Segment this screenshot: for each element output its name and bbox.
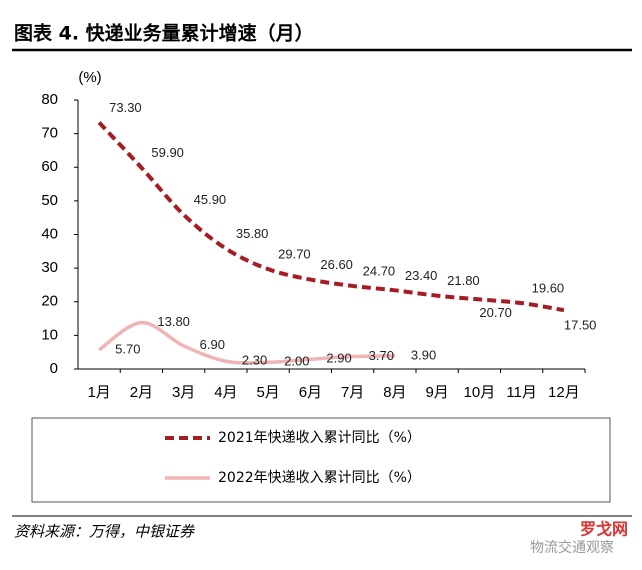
y-axis-label: (%) — [78, 69, 101, 86]
x-tick-label: 4月 — [214, 384, 237, 401]
value-label: 3.70 — [369, 348, 394, 363]
watermark: 物流交通观察 — [530, 539, 614, 556]
value-label: 17.50 — [564, 318, 597, 333]
value-label: 3.90 — [411, 347, 436, 362]
x-tick-label: 6月 — [299, 384, 322, 401]
y-tick-label: 60 — [41, 158, 58, 175]
value-label: 26.60 — [320, 257, 353, 272]
x-tick-label: 9月 — [425, 384, 448, 401]
x-tick-label: 1月 — [87, 384, 110, 401]
value-label: 24.70 — [363, 263, 396, 278]
value-label: 2.90 — [326, 351, 351, 366]
x-tick-label: 3月 — [172, 384, 195, 401]
y-tick-label: 80 — [41, 91, 58, 108]
x-tick-label: 11月 — [506, 384, 537, 401]
series-line — [98, 320, 395, 365]
y-tick-label: 0 — [50, 360, 58, 377]
x-tick-label: 2月 — [130, 384, 153, 401]
y-tick-label: 30 — [41, 259, 58, 276]
y-tick-label: 40 — [41, 225, 58, 242]
y-tick-label: 20 — [41, 293, 58, 310]
value-label: 13.80 — [157, 314, 190, 329]
x-tick-label: 8月 — [383, 384, 406, 401]
watermark: 罗戈网 — [580, 520, 628, 539]
value-label: 2.00 — [284, 354, 309, 369]
value-label: 29.70 — [278, 247, 311, 262]
y-tick-label: 10 — [41, 326, 58, 343]
x-tick-label: 12月 — [548, 384, 580, 401]
source: 资料来源：万得，中银证券 — [14, 523, 195, 541]
value-label: 20.70 — [479, 305, 512, 320]
value-label: 59.90 — [151, 145, 184, 160]
value-label: 21.80 — [447, 273, 480, 288]
value-label: 23.40 — [405, 268, 438, 283]
x-tick-label: 7月 — [341, 384, 364, 401]
value-label: 19.60 — [532, 281, 565, 296]
legend-label: 2022年快递收入累计同比（%） — [218, 470, 421, 486]
value-label: 35.80 — [236, 226, 269, 241]
y-tick-label: 50 — [41, 192, 58, 209]
value-label: 73.30 — [109, 100, 142, 115]
legend-label: 2021年快递收入累计同比（%） — [218, 430, 421, 446]
y-tick-label: 70 — [41, 125, 58, 142]
x-tick-label: 5月 — [256, 384, 279, 401]
series-line — [97, 121, 565, 313]
value-label: 5.70 — [115, 341, 140, 356]
value-label: 6.90 — [200, 337, 225, 352]
legend-box — [31, 417, 611, 503]
chart-title: 图表 4. 快递业务量累计增速（月） — [14, 22, 314, 45]
value-label: 45.90 — [194, 192, 227, 207]
value-label: 2.30 — [242, 353, 267, 368]
x-tick-label: 10月 — [464, 384, 496, 401]
